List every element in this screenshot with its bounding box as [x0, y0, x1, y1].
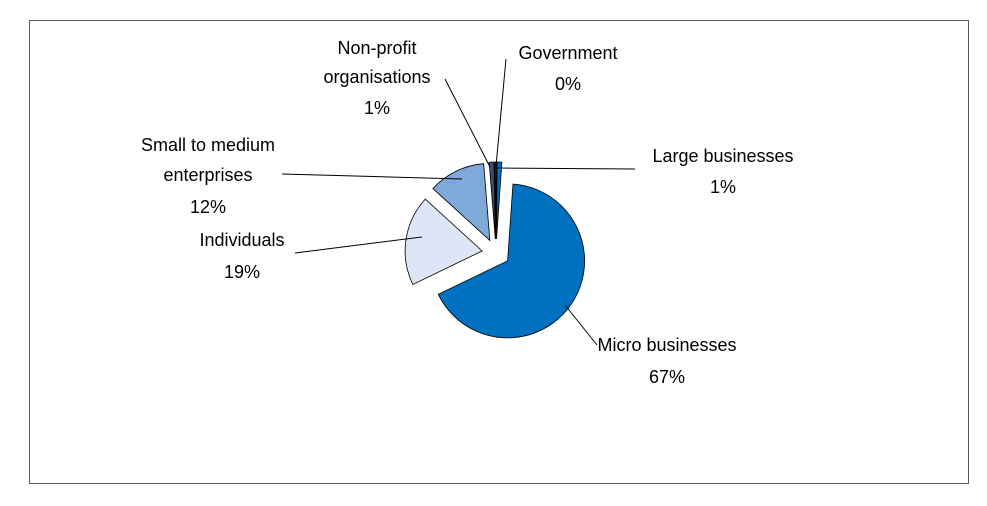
label-nonprofit-pct: 1%: [364, 98, 390, 118]
leader-line-government: [495, 58, 507, 167]
chart-frame: Micro businesses 67% Individuals 19% Sma…: [29, 20, 969, 484]
slice-labels: Micro businesses 67% Individuals 19% Sma…: [141, 38, 794, 387]
slice-individuals: [404, 198, 483, 285]
label-micro-pct: 67%: [649, 367, 685, 387]
label-individuals-pct: 19%: [224, 262, 260, 282]
label-sme-name-line2: enterprises: [163, 165, 252, 185]
label-micro-name: Micro businesses: [597, 335, 736, 355]
label-government-name: Government: [518, 43, 617, 63]
slice-nonprofit: [488, 161, 496, 240]
leader-line-large: [496, 167, 636, 170]
label-sme-name-line1: Small to medium: [141, 135, 275, 155]
label-nonprofit-name-line2: organisations: [323, 67, 430, 87]
label-large-name: Large businesses: [652, 146, 793, 166]
pie-slices: [404, 161, 585, 339]
leader-line-individuals: [294, 236, 423, 254]
pie-chart: Micro businesses 67% Individuals 19% Sma…: [141, 38, 794, 387]
slice-micro-businesses: [437, 183, 585, 339]
slice-large-businesses: [496, 161, 503, 240]
leader-line-sme: [281, 173, 463, 180]
label-individuals-name: Individuals: [199, 230, 284, 250]
label-large-pct: 1%: [710, 177, 736, 197]
slice-sme: [432, 163, 491, 242]
label-government-pct: 0%: [555, 74, 581, 94]
leader-lines: [281, 58, 636, 346]
leader-line-nonprofit: [444, 78, 491, 168]
label-sme-pct: 12%: [190, 197, 226, 217]
leader-line-micro: [564, 304, 598, 346]
label-nonprofit-name-line1: Non-profit: [337, 38, 416, 58]
